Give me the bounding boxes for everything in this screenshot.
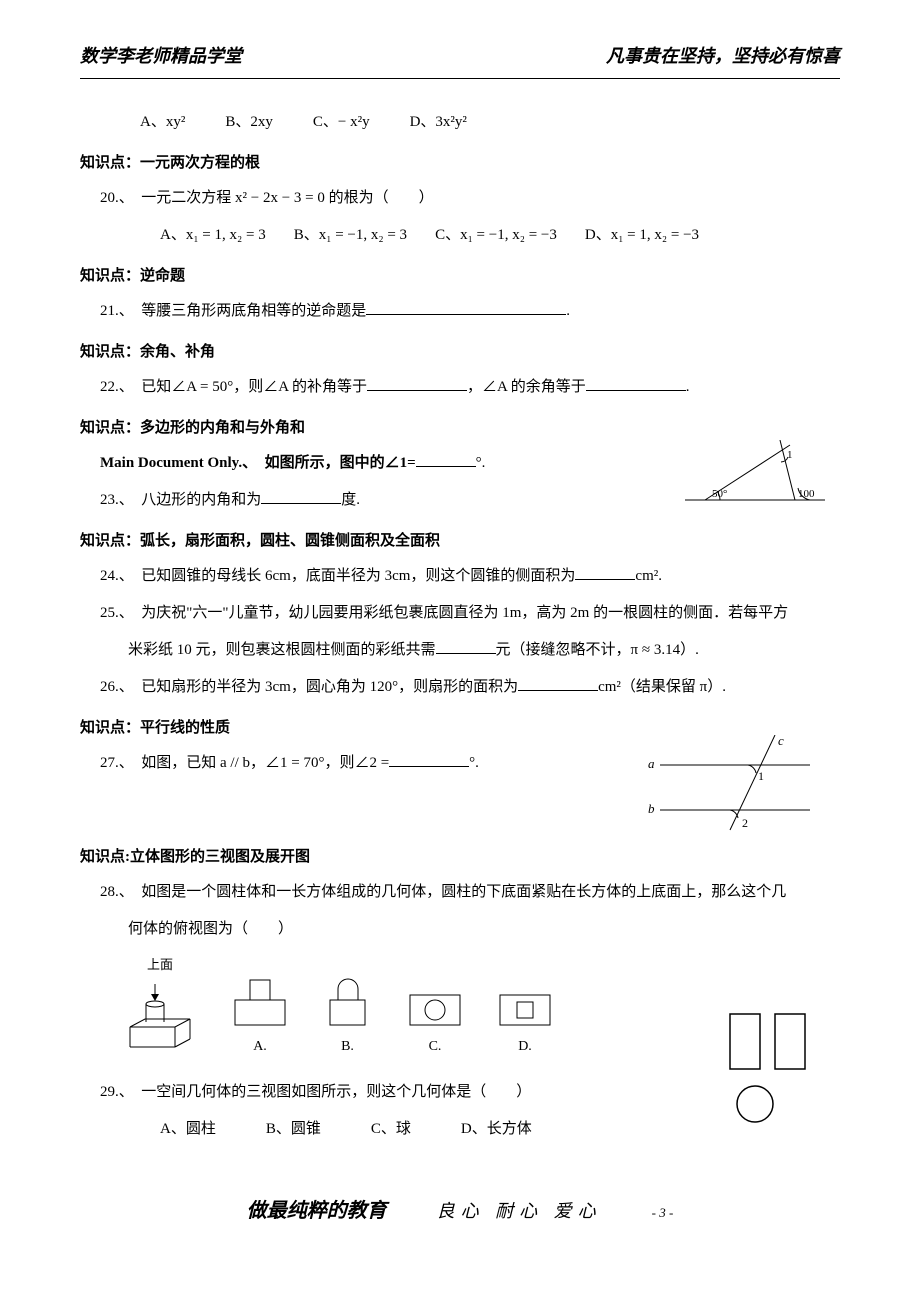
fill-blank [261,489,341,504]
question-23: 23.、 八边形的内角和为 度. [100,487,840,514]
topic-heading: 知识点：一元两次方程的根 [80,150,840,177]
fill-blank [586,376,686,391]
question-25: 25.、 为庆祝"六一"儿童节，幼儿园要用彩纸包裹底圆直径为 1m，高为 2m … [100,600,840,627]
q23-pre: 23.、 八边形的内角和为 [100,492,261,508]
q28-option-c: C. [405,990,465,1059]
q28-option-a: A. [230,975,290,1059]
q21-text: 21.、 等腰三角形两底角相等的逆命题是 [100,303,366,319]
q29-text: 29.、 一空间几何体的三视图如图所示，则这个几何体是（ ） [100,1084,531,1100]
svg-text:1: 1 [758,769,764,783]
svg-text:b: b [648,801,655,816]
svg-text:1: 1 [787,449,793,461]
q28-option-d: D. [495,990,555,1059]
header-left: 数学李老师精品学堂 [80,40,242,72]
q27-post: °. [469,755,479,771]
fill-blank [436,639,496,654]
q20-options: A、x₁ = 1, x₂ = 3 B、x₁ = −1, x₂ = 3 C、x₁ … [160,222,840,249]
svg-text:2: 2 [742,816,748,830]
q23-post: 度. [341,492,360,508]
q28-solid: 上面 [120,953,200,1058]
footer-left: 做最纯粹的教育 [247,1193,387,1229]
q22-post: . [686,379,690,395]
q29-d: D、长方体 [461,1116,532,1143]
question-26: 26.、 已知扇形的半径为 3cm，圆心角为 120°，则扇形的面积为 cm²（结… [100,674,840,701]
topic-heading: 知识点：逆命题 [80,263,840,290]
opt-b: B、2xy [225,109,273,136]
svg-text:c: c [778,735,784,748]
q25-line2: 米彩纸 10 元，则包裹这根圆柱侧面的彩纸共需 [128,642,436,658]
question-27: 27.、 如图，已知 a // b，∠1 = 70°，则∠2 =°. a b c… [100,750,840,830]
question-24: 24.、 已知圆锥的母线长 6cm，底面半径为 3cm，则这个圆锥的侧面积为 cm… [100,563,840,590]
topic-heading: 知识点：弧长，扇形面积，圆柱、圆锥侧面积及全面积 [80,528,840,555]
q28-line2: 何体的俯视图为（ ） [128,921,293,937]
top-label: 上面 [120,953,200,976]
fill-blank [389,752,469,767]
answer-row: A、xy² B、2xy C、− x²y D、3x²y² [140,109,840,136]
q20-a: A、x₁ = 1, x₂ = 3 [160,222,266,249]
question-main: Main Document Only.、 如图所示，图中的∠1=°. 50° 1… [100,450,840,477]
q28-option-b: B. [320,975,375,1059]
topic-heading: 知识点:立体图形的三视图及展开图 [80,844,840,871]
q29-c: C、球 [371,1116,411,1143]
qmain-post: °. [476,455,486,471]
parallel-lines-figure: a b c 1 2 [630,735,830,835]
header-right: 凡事贵在坚持，坚持必有惊喜 [606,40,840,72]
q28-line1: 28.、 如图是一个圆柱体和一长方体组成的几何体，圆柱的下底面紧贴在长方体的上底… [100,884,786,900]
svg-text:a: a [648,756,655,771]
fill-blank [416,452,476,467]
q26-pre: 26.、 已知扇形的半径为 3cm，圆心角为 120°，则扇形的面积为 [100,679,518,695]
question-28: 28.、 如图是一个圆柱体和一长方体组成的几何体，圆柱的下底面紧贴在长方体的上底… [100,879,840,906]
question-20: 20.、 一元二次方程 x² − 2x − 3 = 0 的根为（ ） [100,185,840,212]
q26-post: cm²（结果保留 π）. [598,679,726,695]
footer-page: - 3 - [652,1201,674,1224]
q24-post: cm². [635,568,662,584]
footer-mid: 良心 耐心 爱心 [437,1195,602,1227]
fill-blank [575,565,635,580]
q29-a: A、圆柱 [160,1116,216,1143]
fill-blank [518,676,598,691]
topic-heading: 知识点：余角、补角 [80,339,840,366]
q24-pre: 24.、 已知圆锥的母线长 6cm，底面半径为 3cm，则这个圆锥的侧面积为 [100,568,575,584]
q27-pre: 27.、 如图，已知 a // b，∠1 = 70°，则∠2 = [100,755,389,771]
solid-figure [120,979,200,1059]
question-22: 22.、 已知∠A = 50°，则∠A 的补角等于 ，∠A 的余角等于. [100,374,840,401]
opt-a: A、xy² [140,109,185,136]
question-28-cont: 何体的俯视图为（ ） [128,916,840,943]
q25-post: 元（接缝忽略不计，π ≈ 3.14）. [496,642,699,658]
opt-d: D、3x²y² [410,109,467,136]
q20-b: B、x₁ = −1, x₂ = 3 [294,222,407,249]
fill-blank [367,376,467,391]
question-25-cont: 米彩纸 10 元，则包裹这根圆柱侧面的彩纸共需 元（接缝忽略不计，π ≈ 3.14… [128,637,840,664]
qmain-pre: Main Document Only.、 如图所示，图中的∠1= [100,455,416,471]
q22-mid: ，∠A 的余角等于 [467,379,586,395]
q25-line1: 25.、 为庆祝"六一"儿童节，幼儿园要用彩纸包裹底圆直径为 1m，高为 2m … [100,605,788,621]
q20-c: C、x₁ = −1, x₂ = −3 [435,222,557,249]
question-21: 21.、 等腰三角形两底角相等的逆命题是. [100,298,840,325]
three-view-figure [720,1009,820,1129]
question-29: 29.、 一空间几何体的三视图如图所示，则这个几何体是（ ） [100,1079,840,1106]
fill-blank [366,300,566,315]
page-footer: 做最纯粹的教育 良心 耐心 爱心 - 3 - [80,1193,840,1229]
opt-c: C、− x²y [313,109,370,136]
q20-text: 20.、 一元二次方程 x² − 2x − 3 = 0 的根为（ ） [100,190,434,206]
page-header: 数学李老师精品学堂 凡事贵在坚持，坚持必有惊喜 [80,40,840,79]
topic-heading: 知识点：多边形的内角和与外角和 [80,415,840,442]
q20-d: D、x₁ = 1, x₂ = −3 [585,222,699,249]
q22-pre: 22.、 已知∠A = 50°，则∠A 的补角等于 [100,379,367,395]
q29-b: B、圆锥 [266,1116,321,1143]
